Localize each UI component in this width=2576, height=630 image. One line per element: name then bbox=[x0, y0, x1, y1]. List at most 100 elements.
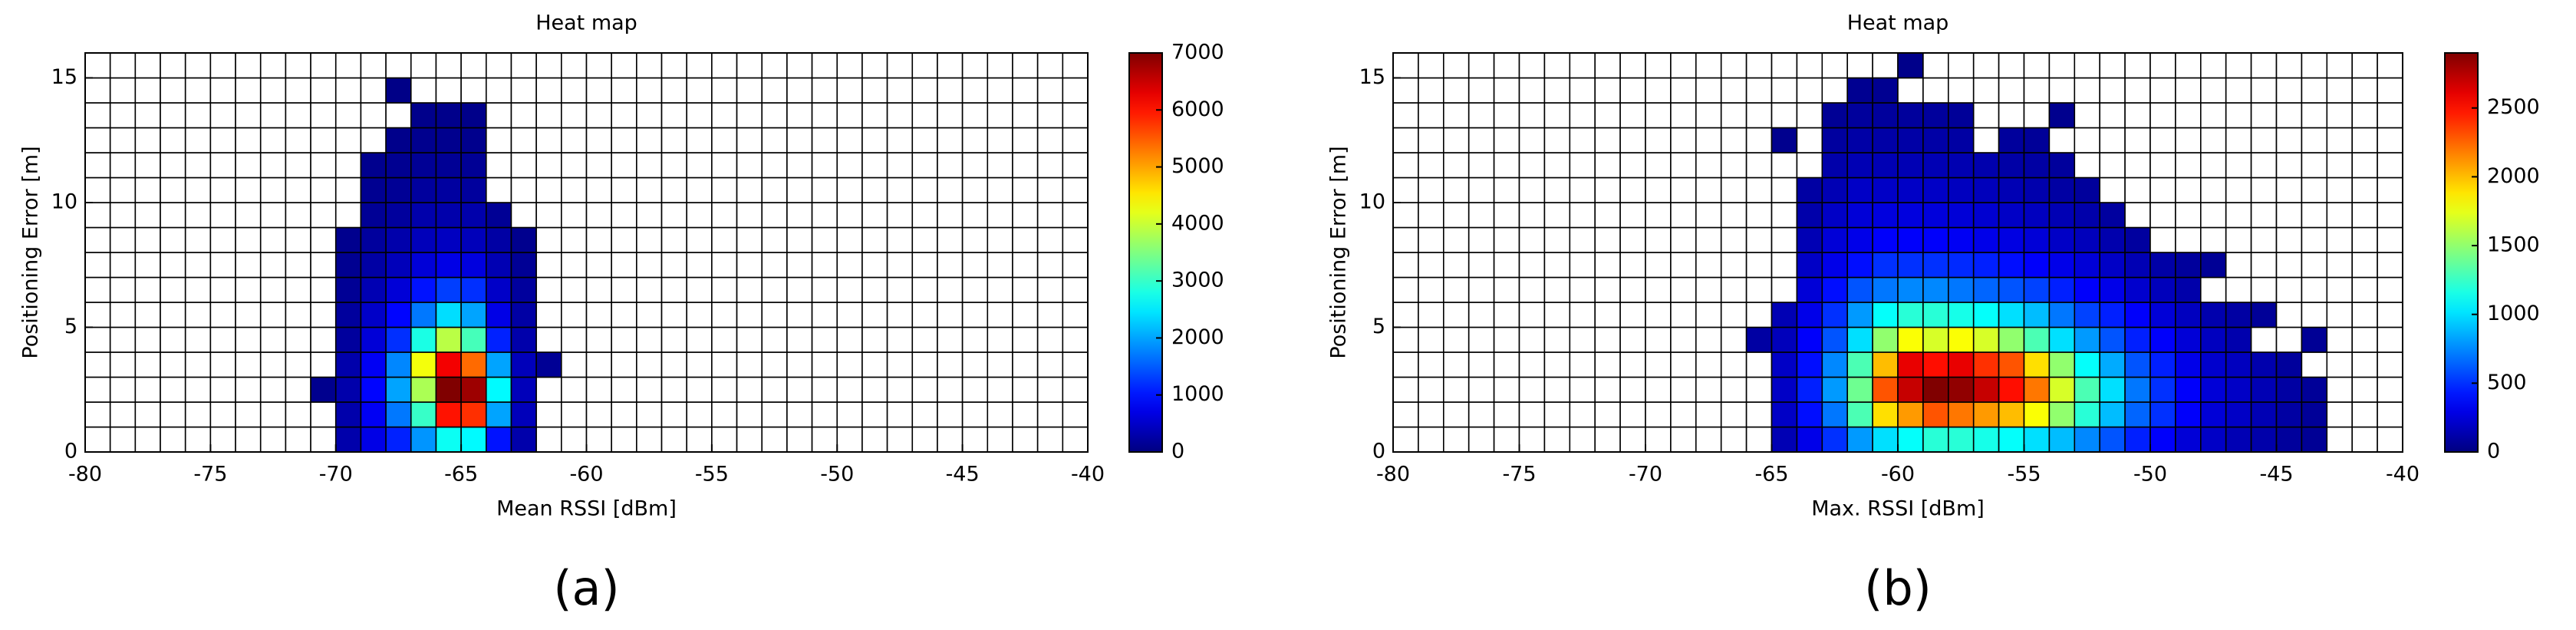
heat-cell bbox=[109, 276, 137, 303]
heat-cell bbox=[1720, 52, 1748, 79]
heat-cell bbox=[2225, 127, 2252, 153]
heat-cell bbox=[1468, 226, 1495, 253]
heat-cell bbox=[961, 401, 989, 428]
heat-cell bbox=[1062, 77, 1089, 104]
heat-cell bbox=[360, 226, 387, 253]
heat-cell bbox=[961, 202, 989, 229]
heat-cell bbox=[1036, 302, 1064, 328]
heat-cell bbox=[1443, 326, 1470, 353]
heat-cell bbox=[1518, 127, 1546, 153]
heat-cell bbox=[2377, 351, 2403, 378]
heat-cell bbox=[1922, 401, 1949, 428]
heat-cell bbox=[334, 302, 362, 328]
heat-cell bbox=[1897, 52, 1924, 79]
heat-cell bbox=[2200, 326, 2227, 353]
heat-cell bbox=[2023, 226, 2051, 253]
heat-cell bbox=[209, 252, 236, 279]
heat-cell bbox=[1872, 351, 1899, 378]
heat-cell bbox=[987, 77, 1013, 104]
heat-cell bbox=[1720, 302, 1748, 328]
heat-cell bbox=[1948, 401, 1975, 428]
heat-cell bbox=[1543, 326, 1571, 353]
x-tick-label: -70 bbox=[1629, 463, 1662, 487]
heat-cell bbox=[1720, 127, 1748, 153]
heat-cell bbox=[209, 376, 236, 403]
heat-cell bbox=[1922, 226, 1949, 253]
heat-cell bbox=[2074, 326, 2101, 353]
heat-cell bbox=[1922, 77, 1949, 104]
heat-cell bbox=[510, 127, 537, 153]
heat-cell bbox=[1972, 276, 2000, 303]
heat-cell bbox=[1998, 226, 2025, 253]
heat-cell bbox=[1493, 77, 1520, 104]
heat-cell bbox=[2149, 376, 2176, 403]
heat-cell bbox=[1948, 376, 1975, 403]
heat-cell bbox=[160, 426, 186, 453]
heat-cell bbox=[1543, 276, 1571, 303]
heat-cell bbox=[1720, 376, 1748, 403]
heat-cell bbox=[435, 52, 462, 79]
heat-cell bbox=[1846, 302, 1873, 328]
heat-cell bbox=[84, 52, 111, 79]
heat-cell bbox=[1036, 52, 1064, 79]
heat-cell bbox=[510, 52, 537, 79]
heat-cell bbox=[385, 276, 412, 303]
heat-cell bbox=[861, 52, 888, 79]
heat-cell bbox=[1062, 351, 1089, 378]
heat-cell bbox=[1543, 302, 1571, 328]
heat-cell bbox=[611, 52, 637, 79]
heat-cell bbox=[2377, 77, 2403, 104]
heat-cell bbox=[2377, 52, 2403, 79]
heat-cell bbox=[1922, 176, 1949, 203]
heat-cell bbox=[360, 102, 387, 129]
heat-cell bbox=[2074, 152, 2101, 179]
heat-cell bbox=[2377, 226, 2403, 253]
heat-cell bbox=[1062, 376, 1089, 403]
heat-cell bbox=[184, 276, 212, 303]
heat-cell bbox=[561, 276, 588, 303]
heat-cell bbox=[435, 77, 462, 104]
heat-cell bbox=[2225, 376, 2252, 403]
heat-cell bbox=[1695, 426, 1722, 453]
heat-cell bbox=[2250, 276, 2278, 303]
heat-cell bbox=[1745, 401, 1773, 428]
colorbar-tick-label: 2000 bbox=[2487, 164, 2540, 188]
heat-cell bbox=[686, 276, 713, 303]
heat-cell bbox=[1796, 326, 1823, 353]
heat-cell bbox=[2099, 401, 2126, 428]
heat-cell bbox=[1670, 326, 1697, 353]
heat-cell bbox=[886, 127, 914, 153]
heat-cell bbox=[535, 351, 562, 378]
heat-cell bbox=[259, 202, 287, 229]
heat-cell bbox=[1418, 176, 1444, 203]
heat-cell bbox=[1872, 176, 1899, 203]
heat-cell bbox=[2351, 102, 2378, 129]
heat-cell bbox=[259, 102, 287, 129]
heat-cell bbox=[1695, 202, 1722, 229]
heat-cell bbox=[235, 426, 262, 453]
colorbar-tick-label: 6000 bbox=[1171, 97, 1224, 121]
heat-cell bbox=[660, 302, 688, 328]
heat-cell bbox=[2175, 152, 2202, 179]
heat-cell bbox=[1594, 127, 1621, 153]
heat-cell bbox=[1036, 252, 1064, 279]
heat-cell bbox=[1036, 77, 1064, 104]
heat-cell bbox=[1897, 176, 1924, 203]
heat-cell bbox=[160, 152, 186, 179]
heat-cell bbox=[2225, 176, 2252, 203]
heat-cell bbox=[1594, 176, 1621, 203]
y-tick-label: 10 bbox=[1359, 190, 1385, 214]
heat-cell bbox=[561, 52, 588, 79]
heat-cell bbox=[2301, 276, 2328, 303]
heat-cell bbox=[109, 302, 137, 328]
heat-cell bbox=[209, 226, 236, 253]
heat-cell bbox=[1036, 351, 1064, 378]
heat-cell bbox=[636, 102, 663, 129]
heat-cell bbox=[1846, 276, 1873, 303]
heat-cell bbox=[585, 426, 612, 453]
heat-cell bbox=[1821, 326, 1849, 353]
heat-cell bbox=[435, 276, 462, 303]
heat-cell bbox=[1897, 426, 1924, 453]
heat-cell bbox=[1012, 276, 1039, 303]
heat-cell bbox=[987, 127, 1013, 153]
